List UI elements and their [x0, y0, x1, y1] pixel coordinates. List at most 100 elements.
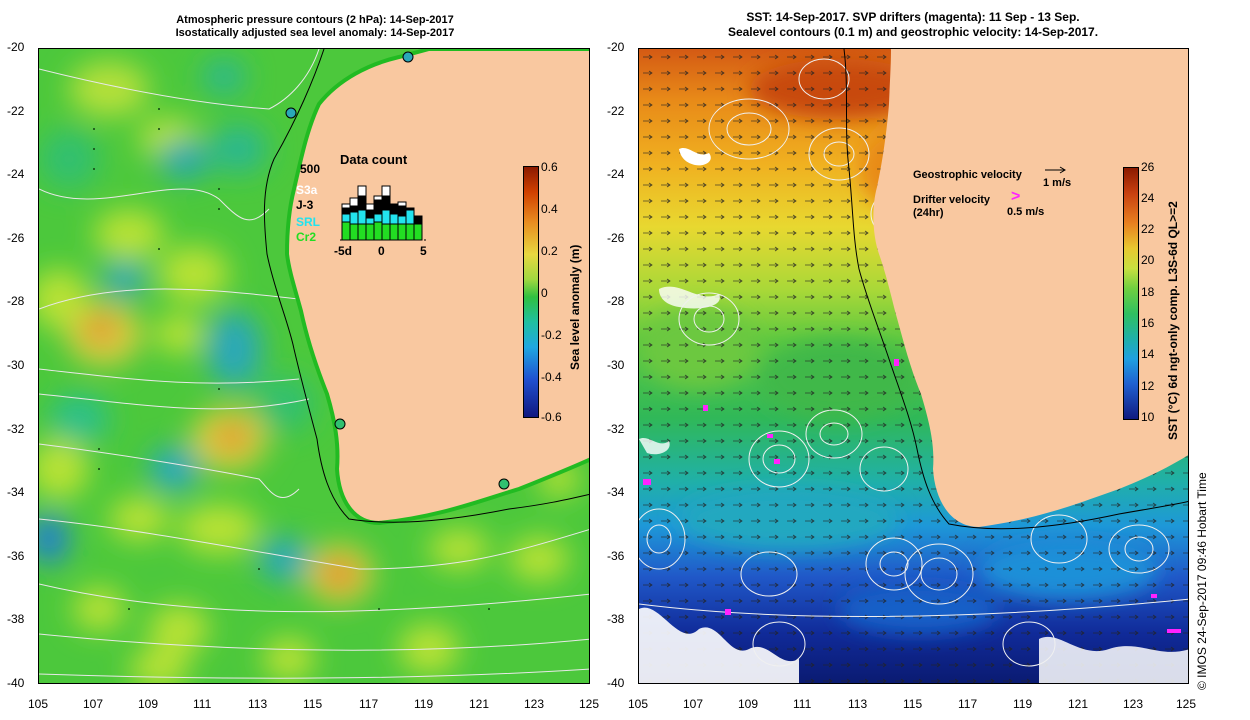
lon-right-125: 125 [1176, 697, 1197, 711]
lat-right-22: -22 [607, 104, 625, 118]
sea-level-anomaly-map [38, 48, 590, 684]
drifter-scale-glyph: > [1011, 188, 1021, 205]
lat-left-34: -34 [7, 485, 25, 499]
data-count-histogram [340, 185, 426, 241]
left-title-line1: Atmospheric pressure contours (2 hPa): 1… [176, 14, 454, 26]
sea-level-map-svg [39, 49, 589, 683]
sst-tick-26: 26 [1141, 160, 1155, 174]
lon-left-121: 121 [469, 697, 490, 711]
lon-left-109: 109 [138, 697, 159, 711]
lat-left-36: -36 [7, 549, 25, 563]
slc-tick-6: -0.6 [541, 410, 562, 424]
lat-right-26: -26 [607, 231, 625, 245]
lat-right-24: -24 [607, 167, 625, 181]
geostrophic-velocity-label: Geostrophic velocity [913, 169, 1022, 181]
sst-tick-24: 24 [1141, 191, 1155, 205]
drifter-tracks [643, 359, 1181, 633]
lon-left-107: 107 [83, 697, 104, 711]
drifter-velocity-label-24hr: (24hr) [913, 207, 944, 219]
sst-colorbar-label: SST (°C) 6d ngt-only comp. L3S-6d QL>=2 [1166, 201, 1180, 440]
lat-left-30: -30 [7, 358, 25, 372]
drifter-scale-label: 0.5 m/s [1007, 206, 1045, 218]
lat-right-32: -32 [607, 422, 625, 436]
anomaly-field [39, 59, 579, 683]
lat-right-20: -20 [607, 40, 625, 54]
lat-left-26: -26 [7, 231, 25, 245]
sst-tick-20: 20 [1141, 253, 1155, 267]
lon-left-119: 119 [414, 697, 434, 711]
lat-left-24: -24 [7, 167, 25, 181]
lon-right-111: 111 [793, 697, 812, 711]
legend-cr2: Cr2 [296, 230, 317, 244]
sst-tick-18: 18 [1141, 285, 1155, 299]
sea-level-colorbar [523, 166, 539, 418]
sst-map-svg [639, 49, 1188, 683]
lon-left-115: 115 [303, 697, 323, 711]
lat-right-38: -38 [607, 612, 625, 626]
sea-level-colorbar-label: Sea level anomaly (m) [568, 244, 582, 370]
lat-left-22: -22 [7, 104, 25, 118]
data-count-x-0: 0 [378, 244, 385, 258]
lat-right-36: -36 [607, 549, 625, 563]
left-title-line2: Isostatically adjusted sea level anomaly… [175, 27, 455, 39]
australia-land-sst [873, 49, 1188, 527]
lon-right-109: 109 [738, 697, 759, 711]
lat-left-40: -40 [7, 676, 25, 690]
legend-j3: J-3 [296, 198, 314, 212]
sst-colorbar [1123, 167, 1139, 420]
sst-tick-16: 16 [1141, 316, 1155, 330]
sst-tick-22: 22 [1141, 222, 1155, 236]
sst-map [638, 48, 1189, 684]
lon-right-121: 121 [1068, 697, 1089, 711]
lon-left-117: 117 [359, 697, 379, 711]
lat-left-38: -38 [7, 612, 25, 626]
slc-tick-5: -0.4 [541, 370, 562, 384]
lon-right-115: 115 [903, 697, 923, 711]
lat-left-28: -28 [7, 294, 25, 308]
geostrophic-scale-label: 1 m/s [1043, 177, 1072, 189]
lon-right-105: 105 [628, 697, 649, 711]
legend-srl: SRL [296, 215, 320, 229]
australia-land [284, 49, 589, 526]
right-title-line2: Sealevel contours (0.1 m) and geostrophi… [727, 25, 1099, 39]
data-count-x-neg5: -5d [334, 244, 352, 258]
slc-tick-2: 0.2 [541, 244, 558, 258]
lon-left-123: 123 [524, 697, 545, 711]
slc-tick-1: 0.4 [541, 202, 558, 216]
sst-tick-12: 12 [1141, 379, 1155, 393]
lat-right-34: -34 [607, 485, 625, 499]
data-count-title: Data count [340, 152, 408, 167]
lon-right-107: 107 [683, 697, 704, 711]
pressure-contours [39, 49, 589, 679]
right-title-line1: SST: 14-Sep-2017. SVP drifters (magenta)… [746, 10, 1080, 24]
lon-right-123: 123 [1123, 697, 1144, 711]
slc-tick-0: 0.6 [541, 160, 558, 174]
sst-tick-14: 14 [1141, 347, 1155, 361]
shelf-contour-sst [843, 49, 1188, 530]
lat-left-32: -32 [7, 422, 25, 436]
imos-credit: © IMOS 24-Sep-2017 09:46 Hobart Time [1195, 472, 1209, 690]
shelf-contour [263, 49, 589, 523]
lat-right-40: -40 [607, 676, 625, 690]
lon-left-111: 111 [193, 697, 212, 711]
altimeter-tracks [93, 108, 490, 610]
data-count-x-5: 5 [420, 244, 427, 258]
drifter-velocity-label: Drifter velocity [913, 194, 991, 206]
legend-s3a: S3a [296, 183, 318, 197]
lon-right-119: 119 [1013, 697, 1033, 711]
lon-left-105: 105 [28, 697, 49, 711]
lon-left-125: 125 [579, 697, 600, 711]
data-count-ymax: 500 [300, 162, 321, 176]
data-count-inset: Data count 500 S3a J-3 SRL Cr2 -5d 0 5 [296, 150, 432, 260]
lat-left-20: -20 [7, 40, 25, 54]
lon-left-113: 113 [248, 697, 268, 711]
tide-gauges [285, 51, 510, 490]
lat-right-28: -28 [607, 294, 625, 308]
geostrophic-scale-arrow [1045, 166, 1066, 174]
slc-tick-3: 0 [541, 286, 548, 300]
sst-tick-10: 10 [1141, 410, 1155, 424]
lat-right-30: -30 [607, 358, 625, 372]
cloud-mask [639, 147, 1188, 683]
lon-right-117: 117 [958, 697, 978, 711]
slc-tick-4: -0.2 [541, 328, 562, 342]
